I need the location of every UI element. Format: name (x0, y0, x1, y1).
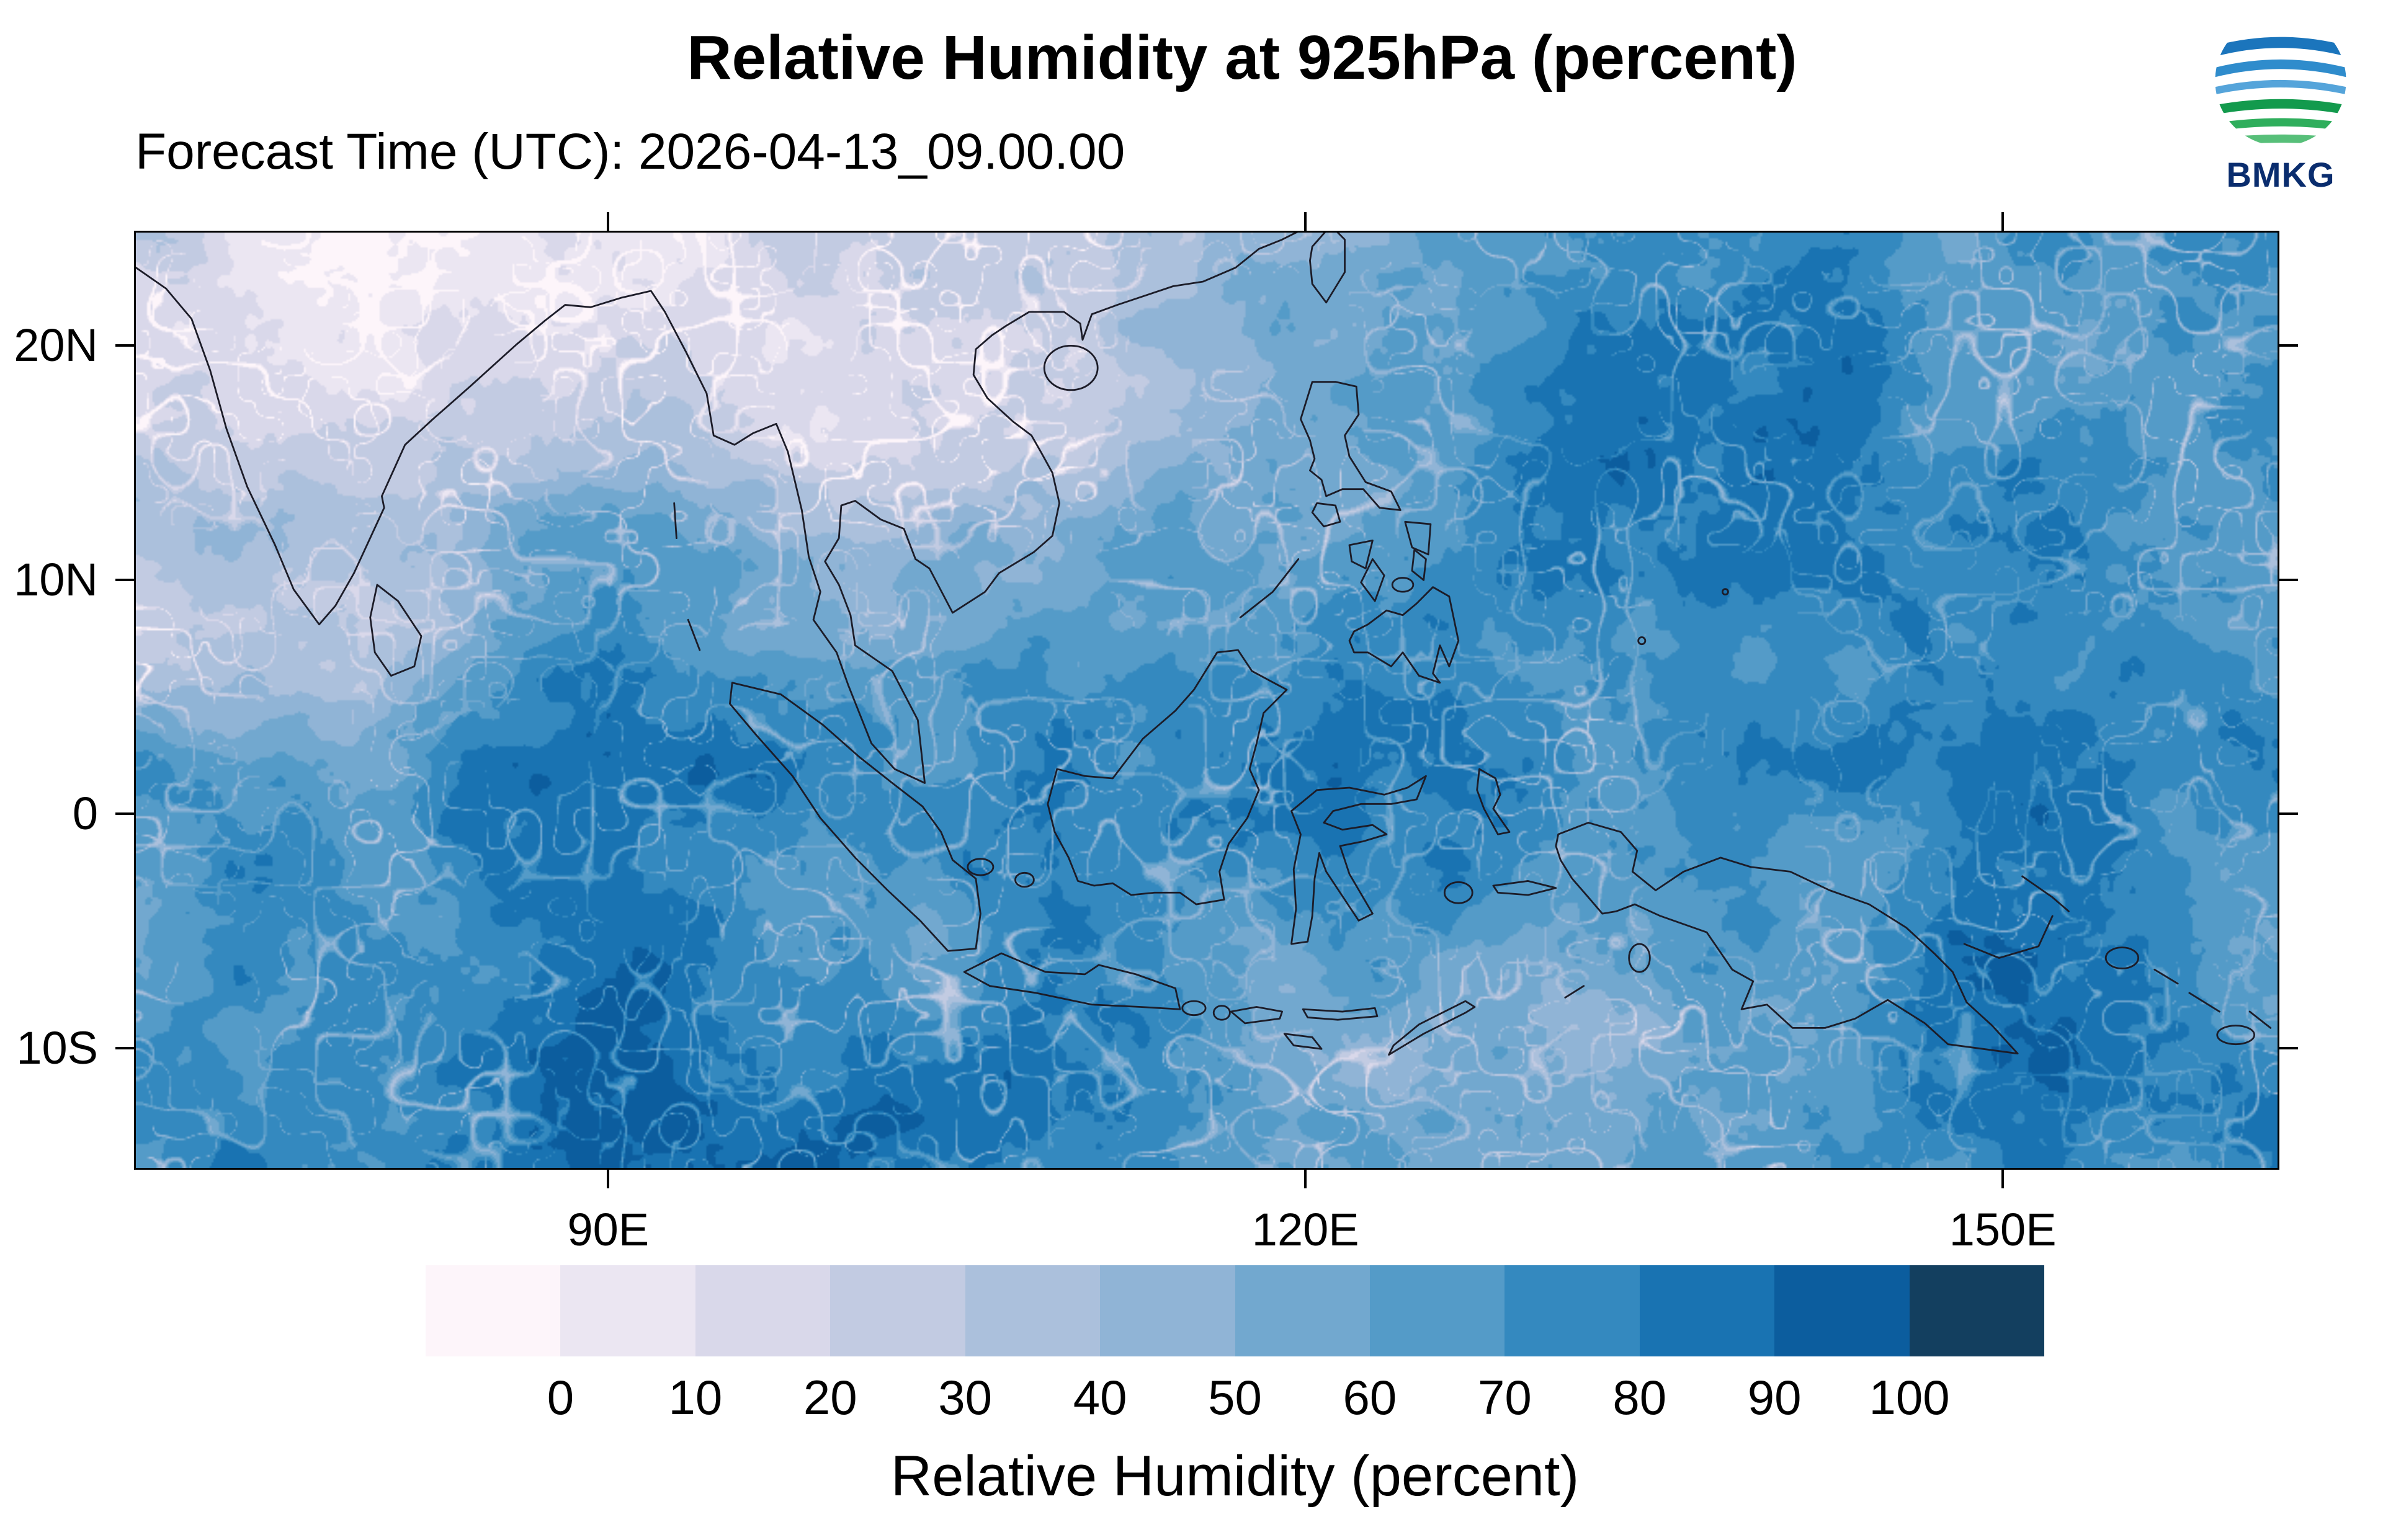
coastline-sumba (1283, 1033, 1323, 1050)
colorbar (426, 1265, 2045, 1356)
colorbar-tick-label: 10 (668, 1370, 723, 1425)
coastline-hainan (1043, 344, 1099, 391)
x-tick (2001, 212, 2005, 231)
coastline-new-guinea (1555, 822, 2019, 1055)
coastline-malaita (2248, 1010, 2272, 1029)
coastline-tanimbar (1564, 985, 1585, 999)
coastline-taiwan (1309, 233, 1346, 304)
coastline-leyte (1411, 549, 1427, 581)
coastline-bali (1181, 1000, 1207, 1017)
coastline-bohol (1391, 577, 1415, 593)
coastline-buru (1443, 881, 1473, 904)
coastline-sumatra (729, 682, 981, 952)
coastline-yap (1721, 588, 1729, 596)
coastline-bangka (967, 858, 995, 876)
map-plot (134, 231, 2279, 1170)
y-tick (2279, 812, 2298, 816)
coastline-borneo (1047, 649, 1288, 906)
x-tick-label: 90E (567, 1204, 650, 1255)
colorbar-cell-5 (1100, 1265, 1235, 1356)
bmkg-globe-icon (2215, 15, 2346, 146)
x-tick (607, 212, 610, 231)
x-tick (607, 1170, 610, 1188)
coastline-flores (1302, 1007, 1379, 1021)
coastline-timor (1388, 1000, 1476, 1056)
y-tick-label: 20N (14, 319, 98, 371)
x-tick-label: 150E (1949, 1204, 2057, 1255)
humidity-field-canvas (136, 233, 2278, 1168)
x-tick-label: 120E (1251, 1204, 1359, 1255)
coastline-palau (1637, 636, 1647, 646)
coastline-halmahera (1476, 768, 1511, 835)
coastline-choiseul (2153, 968, 2179, 985)
coastline-belitung (1014, 871, 1035, 888)
coastline-new-britain (1963, 915, 2054, 959)
colorbar-cell-6 (1235, 1265, 1370, 1356)
coastline-sri-lanka (369, 584, 423, 677)
coastline-samar (1404, 520, 1432, 556)
coastline-sulawesi (1290, 775, 1427, 945)
colorbar-tick-label: 20 (803, 1370, 857, 1425)
x-tick (1304, 1170, 1307, 1188)
coastline-andaman (673, 502, 701, 651)
coastline-guadalcanal (2216, 1025, 2256, 1046)
colorbar-tick-label: 50 (1208, 1370, 1262, 1425)
y-tick-label: 10S (16, 1021, 98, 1074)
y-tick (115, 344, 134, 347)
coastline-palawan (1239, 558, 1300, 618)
coastline-aru (1628, 943, 1651, 973)
x-tick (1304, 212, 1307, 231)
colorbar-title: Relative Humidity (percent) (890, 1444, 1580, 1508)
coastline-luzon (1300, 381, 1402, 511)
forecast-time-label: Forecast Time (UTC): 2026-04-13_09.00.00 (135, 123, 1125, 180)
colorbar-cell-7 (1369, 1265, 1505, 1356)
coastline-sumbawa (1230, 1006, 1283, 1025)
colorbar-cell-3 (830, 1265, 965, 1356)
coastline-asia-mainland (136, 233, 1299, 784)
y-tick-label: 0 (72, 788, 98, 840)
coastline-bougainville (2104, 946, 2140, 969)
y-tick (115, 812, 134, 816)
coastline-mindanao (1348, 586, 1460, 684)
y-tick (115, 578, 134, 581)
coastline-new-ireland (2021, 875, 2070, 912)
colorbar-tick-label: 70 (1477, 1370, 1532, 1425)
y-tick-label: 10N (14, 553, 98, 605)
bmkg-logo-text: BMKG (2226, 155, 2335, 194)
coastlines (136, 233, 2272, 1056)
coastline-negros (1360, 558, 1385, 602)
colorbar-tick-label: 100 (1869, 1370, 1950, 1425)
y-tick (2279, 1046, 2298, 1049)
coastline-mindoro (1311, 502, 1341, 528)
colorbar-tick-label: 0 (547, 1370, 575, 1425)
colorbar-cell-1 (560, 1265, 695, 1356)
colorbar-cell-0 (426, 1265, 561, 1356)
y-tick (115, 1046, 134, 1049)
bmkg-logo: BMKG (2206, 12, 2355, 195)
page-title: Relative Humidity at 925hPa (percent) (687, 23, 1797, 92)
coastline-seram (1492, 880, 1557, 896)
coastline-santa-isabel (2188, 992, 2220, 1013)
colorbar-cell-4 (965, 1265, 1101, 1356)
colorbar-tick-label: 40 (1073, 1370, 1127, 1425)
colorbar-cell-11 (1909, 1265, 2045, 1356)
coastline-panay (1348, 539, 1374, 569)
colorbar-tick-label: 60 (1343, 1370, 1397, 1425)
colorbar-cell-8 (1504, 1265, 1640, 1356)
colorbar-tick-label: 90 (1747, 1370, 1802, 1425)
y-tick (2279, 344, 2298, 347)
colorbar-tick-label: 80 (1612, 1370, 1667, 1425)
coastline-java (963, 952, 1181, 1010)
coastline-lombok (1212, 1005, 1231, 1021)
colorbar-tick-label: 30 (938, 1370, 993, 1425)
colorbar-cell-9 (1639, 1265, 1775, 1356)
colorbar-cell-2 (695, 1265, 831, 1356)
x-tick (2001, 1170, 2005, 1188)
y-tick (2279, 578, 2298, 581)
colorbar-cell-10 (1774, 1265, 1910, 1356)
